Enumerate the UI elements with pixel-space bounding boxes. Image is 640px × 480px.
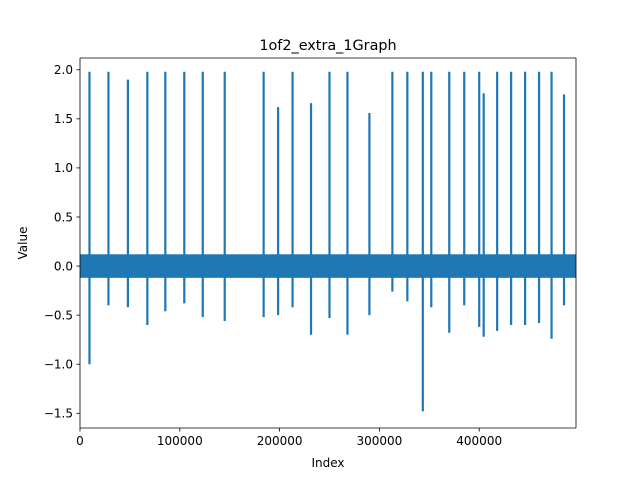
x-tick-label: 400000 [456, 434, 502, 448]
y-tick-label: −1.0 [44, 358, 73, 372]
y-tick-label: 0.5 [54, 210, 73, 224]
x-tick-label: 100000 [157, 434, 203, 448]
y-tick-label: 1.0 [54, 161, 73, 175]
y-tick-label: 1.5 [54, 112, 73, 126]
x-tick-label: 200000 [257, 434, 303, 448]
y-axis-label: Value [16, 227, 30, 260]
y-axis-ticks: −1.5 −1.0 −0.5 0.0 0.5 1.0 1.5 2.0 [44, 63, 80, 421]
y-tick-label: 2.0 [54, 63, 73, 77]
y-tick-label: −1.5 [44, 407, 73, 421]
plot-area [80, 71, 576, 412]
x-tick-label: 0 [76, 434, 84, 448]
x-tick-label: 300000 [356, 434, 402, 448]
axes [79, 57, 577, 429]
x-axis-label: Index [311, 456, 344, 470]
y-tick-label: −0.5 [44, 308, 73, 322]
y-tick-label: 0.0 [54, 259, 73, 273]
series-baseline-band [80, 254, 576, 278]
chart-title: 1of2_extra_1Graph [259, 38, 396, 54]
x-axis-ticks: 0 100000 200000 300000 400000 [76, 428, 502, 448]
